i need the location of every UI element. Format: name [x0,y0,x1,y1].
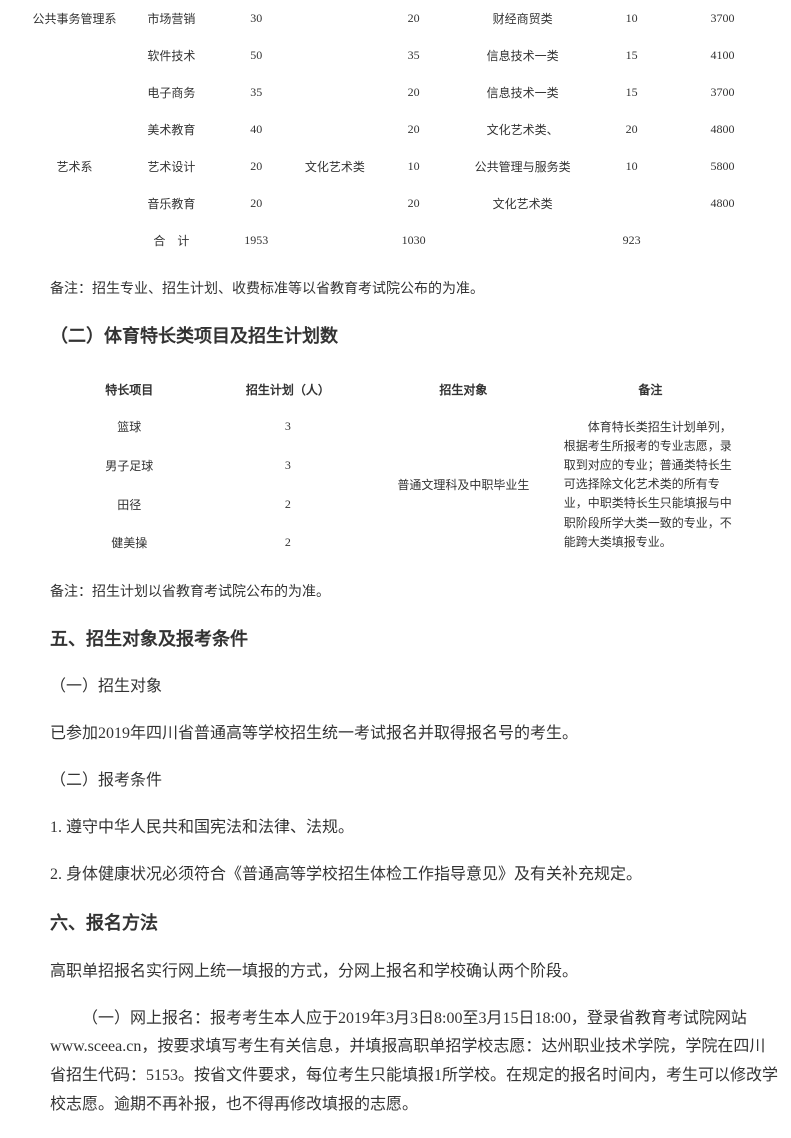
side-cell [299,0,372,37]
col-header: 招生对象 [367,371,560,408]
num-cell: 10 [589,0,674,37]
num-cell: 15 [589,37,674,74]
table-row: 软件技术 50 35 信息技术一类 15 4100 [20,37,771,74]
num-cell: 50 [214,37,299,74]
fee-cell: 4100 [674,37,771,74]
fee-cell: 4800 [674,111,771,148]
item-cell: 田径 [50,485,209,524]
dept-cell: 公共事务管理系 [20,0,129,74]
item-cell: 男子足球 [50,446,209,485]
table-header-row: 特长项目 招生计划（人） 招生对象 备注 [50,371,741,408]
major-cell: 音乐教育 [129,185,214,222]
category-cell: 信息技术一类 [456,74,589,111]
remark-cell: 体育特长类招生计划单列，根据考生所报考的专业志愿，录取到对应的专业；普通类特长生… [560,408,741,562]
section-heading: 五、招生对象及报考条件 [50,623,781,655]
num-cell: 923 [589,222,674,259]
table-row: 电子商务 35 20 信息技术一类 15 3700 [20,74,771,111]
admissions-plan-table: 公共事务管理系 市场营销 30 20 财经商贸类 10 3700 软件技术 50… [20,0,771,259]
category-cell: 文化艺术类 [456,185,589,222]
num-cell: 10 [371,148,456,185]
num-cell: 40 [214,111,299,148]
category-cell: 文化艺术类、 [456,111,589,148]
col-header: 招生计划（人） [209,371,368,408]
col-header: 备注 [560,371,741,408]
plan-cell: 2 [209,523,368,562]
fee-cell: 4800 [674,185,771,222]
num-cell: 15 [589,74,674,111]
num-cell: 30 [214,0,299,37]
category-cell: 公共管理与服务类 [456,148,589,185]
sports-plan-table: 特长项目 招生计划（人） 招生对象 备注 篮球 3 普通文理科及中职毕业生 体育… [50,371,741,562]
table-row: 音乐教育 20 20 文化艺术类 4800 [20,185,771,222]
num-cell: 1030 [371,222,456,259]
body-paragraph: 1. 遵守中华人民共和国宪法和法律、法规。 [50,814,781,843]
major-cell: 美术教育 [129,111,214,148]
col-header: 特长项目 [50,371,209,408]
category-cell: 财经商贸类 [456,0,589,37]
fee-cell: 5800 [674,148,771,185]
body-paragraph: 已参加2019年四川省普通高等学校招生统一考试报名并取得报名号的考生。 [50,720,781,749]
major-cell: 艺术设计 [129,148,214,185]
section-heading: （二）体育特长类项目及招生计划数 [50,320,781,352]
subsection-heading: （二）报考条件 [50,767,781,796]
major-cell: 电子商务 [129,74,214,111]
num-cell: 10 [589,148,674,185]
note-text: 备注：招生计划以省教育考试院公布的为准。 [50,580,781,605]
table-row: 美术教育 40 20 文化艺术类、 20 4800 [20,111,771,148]
num-cell: 1953 [214,222,299,259]
category-cell: 信息技术一类 [456,37,589,74]
table-total-row: 合 计 1953 1030 923 [20,222,771,259]
num-cell: 20 [371,185,456,222]
fee-cell: 3700 [674,74,771,111]
fee-cell: 3700 [674,0,771,37]
subsection-heading: （一）招生对象 [50,673,781,702]
side-cell [299,37,372,74]
num-cell: 20 [214,148,299,185]
body-paragraph: 高职单招报名实行网上统一填报的方式，分网上报名和学校确认两个阶段。 [50,958,781,987]
section-heading: 六、报名方法 [50,907,781,939]
dept-cell: 艺术系 [20,148,129,185]
table-row: 篮球 3 普通文理科及中职毕业生 体育特长类招生计划单列，根据考生所报考的专业志… [50,408,741,447]
table-row: 艺术系 艺术设计 20 文化艺术类 10 公共管理与服务类 10 5800 [20,148,771,185]
plan-cell: 2 [209,485,368,524]
num-cell: 20 [371,74,456,111]
num-cell: 20 [371,0,456,37]
side-cell: 文化艺术类 [299,148,372,185]
num-cell: 20 [371,111,456,148]
plan-cell: 3 [209,408,368,447]
table-row: 公共事务管理系 市场营销 30 20 财经商贸类 10 3700 [20,0,771,37]
note-text: 备注：招生专业、招生计划、收费标准等以省教育考试院公布的为准。 [50,277,781,302]
plan-cell: 3 [209,446,368,485]
item-cell: 篮球 [50,408,209,447]
target-cell: 普通文理科及中职毕业生 [367,408,560,562]
num-cell [589,185,674,222]
body-paragraph: （一）网上报名：报考考生本人应于2019年3月3日8:00至3月15日18:00… [50,1005,781,1120]
total-label: 合 计 [129,222,214,259]
num-cell: 20 [589,111,674,148]
major-cell: 市场营销 [129,0,214,37]
num-cell: 20 [214,185,299,222]
body-paragraph: 2. 身体健康状况必须符合《普通高等学校招生体检工作指导意见》及有关补充规定。 [50,861,781,890]
item-cell: 健美操 [50,523,209,562]
major-cell: 软件技术 [129,37,214,74]
num-cell: 35 [214,74,299,111]
num-cell: 35 [371,37,456,74]
